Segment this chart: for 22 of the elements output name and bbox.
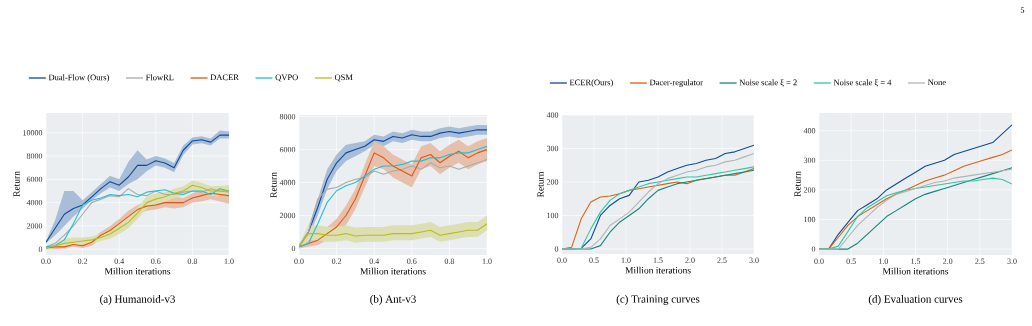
y-axis-title: Return <box>13 171 20 197</box>
legend-label: ECER(Ours) <box>569 79 613 87</box>
legend-label: QVPO <box>275 74 298 82</box>
legend-label: Noise scale ξ = 4 <box>833 79 892 87</box>
x-axis-title: Million iterations <box>104 267 171 275</box>
text: (c) Training curves <box>616 295 700 305</box>
x-axis-title: Million iterations <box>625 266 691 274</box>
y-axis-title: Return <box>794 171 801 197</box>
y-axis-title: Return <box>270 172 277 198</box>
legend-label: DACER <box>210 74 239 81</box>
text: (b) Ant-v3 <box>370 295 416 305</box>
legend-label: Dacer-regulator <box>649 79 703 88</box>
legend-label: Noise scale ξ = 2 <box>739 79 797 87</box>
y-axis-title: Return <box>537 171 544 198</box>
text: (a) Humanoid-v3 <box>100 295 175 305</box>
x-axis-title: Million iterations <box>882 267 949 275</box>
x-axis-title: Million iterations <box>360 267 426 275</box>
legend-label: QSM <box>334 74 353 82</box>
legend-label: None <box>927 79 946 86</box>
legend-label: Dual-Flow (Ours) <box>48 74 110 82</box>
legend-label: FlowRL <box>145 74 174 81</box>
text: (d) Evaluation curves <box>868 295 963 305</box>
